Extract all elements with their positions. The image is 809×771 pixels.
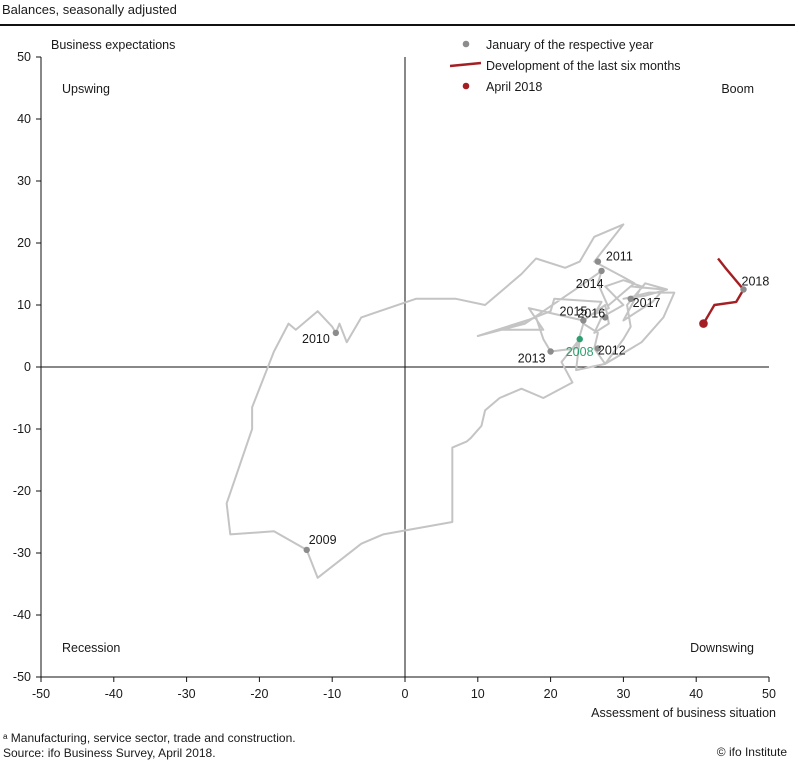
y-tick-label: 20 bbox=[17, 236, 31, 250]
january-label-2011: 2011 bbox=[606, 250, 633, 264]
january-label-2015: 2015 bbox=[560, 305, 588, 319]
x-tick-label: -10 bbox=[323, 687, 341, 701]
legend-april-marker bbox=[462, 82, 470, 90]
january-label-2012: 2012 bbox=[598, 343, 626, 357]
x-tick-label: -20 bbox=[250, 687, 268, 701]
january-marker-2012 bbox=[594, 345, 602, 352]
x-tick-label: 0 bbox=[402, 687, 409, 701]
january-marker-2013 bbox=[547, 348, 554, 355]
y-tick-label: 40 bbox=[17, 112, 31, 126]
quadrant-label-upswing: Upswing bbox=[62, 82, 110, 96]
history-line-group bbox=[225, 223, 676, 579]
history-series-line bbox=[225, 223, 676, 579]
footnote-source: Source: ifo Business Survey, April 2018. bbox=[3, 746, 216, 760]
y-tick-label: 30 bbox=[17, 174, 31, 188]
last-six-months-line bbox=[702, 257, 745, 325]
copyright-notice: © ifo Institute bbox=[716, 745, 787, 759]
text-group: -50 -40 -30 -20 -10 0 10 20 30 40 5050403020100-10… bbox=[13, 38, 776, 720]
y-tick-label: 50 bbox=[17, 50, 31, 64]
january-label-2013: 2013 bbox=[518, 352, 546, 366]
january-marker-2016 bbox=[602, 314, 609, 321]
y-tick-label: -20 bbox=[13, 484, 31, 498]
january-label-2014: 2014 bbox=[576, 277, 604, 291]
axes-group bbox=[36, 40, 770, 682]
header-rule bbox=[0, 24, 795, 26]
january-marker-2015 bbox=[580, 317, 587, 324]
y-tick-label: -40 bbox=[13, 608, 31, 622]
legend-april-label: April 2018 bbox=[486, 80, 542, 94]
january-marker-2009 bbox=[303, 546, 310, 554]
y-axis-title: Business expectations bbox=[51, 38, 175, 52]
x-tick-label: -40 bbox=[105, 687, 123, 701]
january-label-2010: 2010 bbox=[302, 332, 330, 346]
january-marker-2008 bbox=[576, 335, 583, 343]
recent-line-group bbox=[702, 257, 745, 325]
january-label-2008: 2008 bbox=[566, 345, 594, 359]
x-tick-label: 50 bbox=[762, 687, 776, 701]
legend-january-label: January of the respective year bbox=[486, 38, 653, 52]
january-marker-2011 bbox=[594, 258, 602, 265]
quadrant-label-downswing: Downswing bbox=[690, 641, 754, 655]
x-tick-label: -50 bbox=[32, 687, 50, 701]
x-tick-label: 30 bbox=[616, 687, 630, 701]
january-marker-2014 bbox=[598, 267, 605, 275]
january-label-2018: 2018 bbox=[742, 275, 770, 289]
business-cycle-chart: -50 -40 -30 -20 -10 0 10 20 30 40 5050403020100-10… bbox=[13, 38, 776, 720]
y-tick-label: 10 bbox=[17, 298, 31, 312]
y-tick-label: -30 bbox=[13, 546, 31, 560]
x-tick-label: -30 bbox=[178, 687, 196, 701]
current-point-marker bbox=[699, 319, 708, 328]
january-markers-group bbox=[303, 258, 747, 554]
legend-six-months-line bbox=[449, 61, 482, 68]
legend-six-months-label: Development of the last six months bbox=[486, 59, 681, 73]
quadrant-label-boom: Boom bbox=[721, 82, 754, 96]
january-marker-2010 bbox=[332, 329, 340, 337]
y-tick-label: -10 bbox=[13, 422, 31, 436]
footnote-sectors: ᵃ Manufacturing, service sector, trade a… bbox=[3, 731, 296, 745]
x-tick-label: 10 bbox=[471, 687, 485, 701]
y-tick-label: -50 bbox=[13, 670, 31, 684]
january-label-2017: 2017 bbox=[633, 296, 661, 310]
chart-subtitle: Balances, seasonally adjusted bbox=[2, 2, 177, 17]
legend-january-marker bbox=[462, 40, 470, 48]
quadrant-label-recession: Recession bbox=[62, 641, 120, 655]
january-label-2009: 2009 bbox=[309, 533, 337, 547]
x-tick-label: 20 bbox=[544, 687, 558, 701]
x-tick-label: 40 bbox=[689, 687, 703, 701]
january-marker-2018 bbox=[740, 286, 747, 293]
january-label-2016: 2016 bbox=[577, 306, 605, 320]
january-marker-2017 bbox=[627, 295, 634, 302]
y-tick-label: 0 bbox=[24, 360, 31, 374]
x-axis-title: Assessment of business situation bbox=[591, 706, 776, 720]
